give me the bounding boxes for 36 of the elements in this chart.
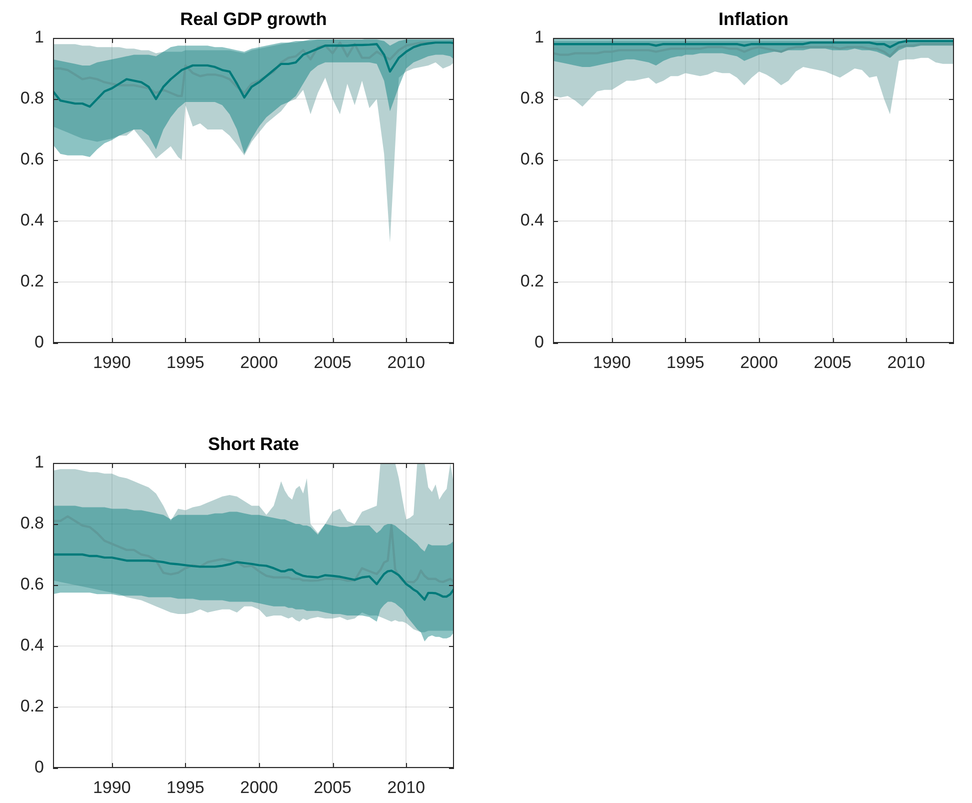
x-tick-label: 1990	[92, 352, 131, 372]
x-tick-label: 2000	[240, 778, 278, 797]
y-tick-label: 0	[34, 758, 44, 777]
y-tick-label: 0.4	[20, 210, 44, 230]
y-tick-label: 0.4	[20, 636, 44, 655]
y-tick-label: 0.2	[520, 272, 544, 291]
y-tick-label: 0	[34, 332, 44, 352]
y-tick-label: 0.2	[20, 696, 44, 716]
y-tick-label: 1	[534, 28, 544, 47]
y-tick-label: 0.4	[520, 210, 544, 230]
x-tick-label: 1995	[166, 778, 204, 797]
x-tick-label: 2005	[314, 352, 352, 372]
chart-title: Short Rate	[208, 434, 300, 454]
x-tick-label: 1990	[592, 352, 631, 372]
y-tick-label: 0.6	[20, 574, 44, 594]
x-tick-label: 2010	[387, 352, 426, 372]
y-tick-label: 1	[34, 452, 44, 472]
y-tick-label: 0.8	[520, 88, 544, 108]
y-tick-label: 0.6	[520, 150, 544, 169]
y-tick-label: 0.8	[20, 88, 44, 108]
x-tick-label: 2005	[814, 352, 852, 372]
y-tick-label: 1	[34, 28, 44, 47]
x-tick-label: 1990	[92, 778, 131, 797]
chart-title: Inflation	[718, 8, 788, 29]
chart-title: Real GDP growth	[180, 8, 327, 29]
y-tick-label: 0.8	[20, 514, 44, 533]
y-tick-label: 0.2	[20, 272, 44, 291]
y-tick-label: 0	[534, 332, 544, 352]
x-tick-label: 2005	[314, 778, 352, 797]
y-tick-label: 0.6	[20, 150, 44, 169]
x-tick-label: 2010	[887, 352, 926, 372]
x-tick-label: 2010	[387, 778, 426, 797]
x-tick-label: 2000	[740, 352, 778, 372]
x-tick-label: 1995	[166, 352, 204, 372]
x-tick-label: 1995	[666, 352, 704, 372]
x-tick-label: 2000	[240, 352, 278, 372]
